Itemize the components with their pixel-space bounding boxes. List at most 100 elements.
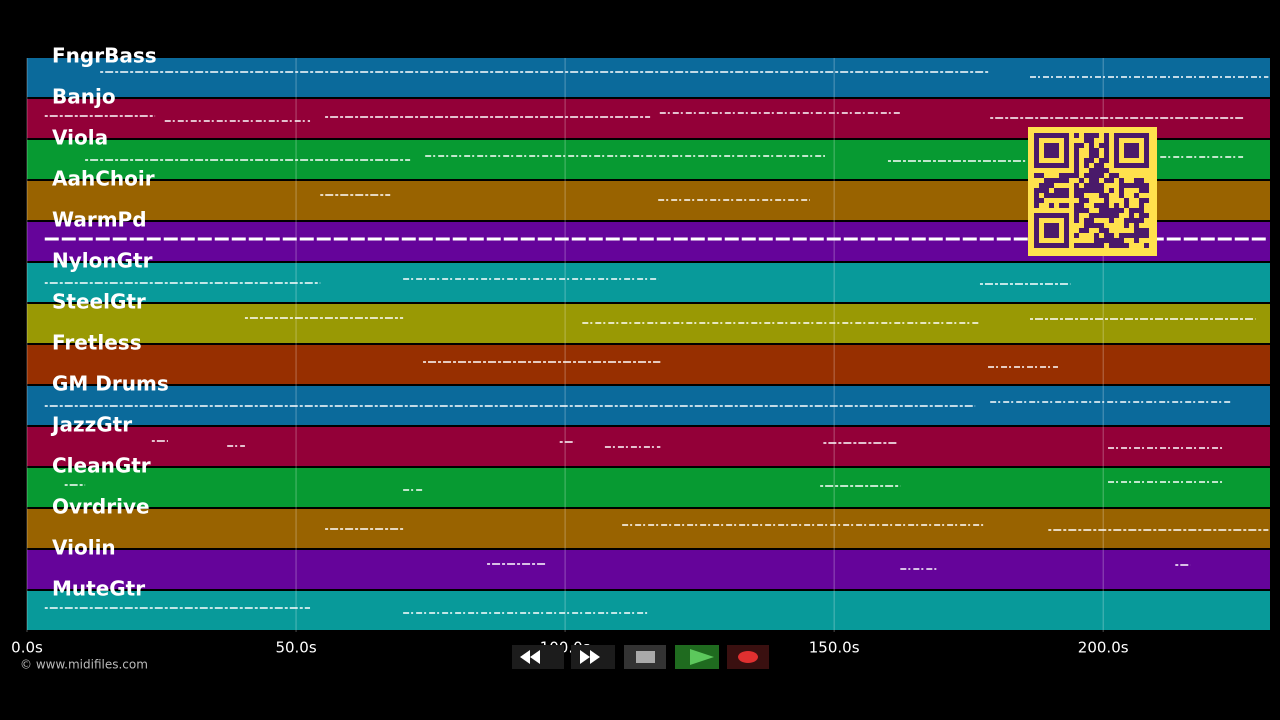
qr-module xyxy=(1079,243,1084,248)
qr-module xyxy=(1119,238,1124,243)
track-name: MuteGtr xyxy=(52,577,145,601)
qr-module xyxy=(1139,203,1144,208)
tick-label: 200.0s xyxy=(1078,639,1129,657)
qr-module xyxy=(1079,203,1084,208)
qr-module xyxy=(1084,138,1089,143)
qr-module xyxy=(1039,188,1044,193)
qr-module xyxy=(1089,143,1094,148)
qr-module xyxy=(1129,218,1134,223)
qr-module xyxy=(1104,193,1109,198)
qr-module xyxy=(1049,193,1054,198)
track-name: JazzGtr xyxy=(50,413,132,437)
qr-module xyxy=(1104,148,1109,153)
qr-module xyxy=(1129,213,1134,218)
qr-module xyxy=(1139,233,1144,238)
qr-module xyxy=(1124,183,1129,188)
qr-module xyxy=(1099,203,1104,208)
qr-module xyxy=(1099,143,1104,148)
qr-module xyxy=(1099,163,1104,168)
qr-module xyxy=(1089,173,1094,178)
track-name: FngrBass xyxy=(52,44,157,68)
qr-module xyxy=(1134,193,1139,198)
qr-module xyxy=(1049,183,1054,188)
qr-module xyxy=(1084,158,1089,163)
qr-module xyxy=(1114,238,1119,243)
qr-code xyxy=(1028,127,1157,256)
qr-module xyxy=(1054,178,1059,183)
qr-module xyxy=(1059,193,1064,198)
track-row xyxy=(27,386,1270,425)
qr-module xyxy=(1134,228,1139,233)
qr-module xyxy=(1109,218,1114,223)
qr-module xyxy=(1119,193,1124,198)
qr-module xyxy=(1109,208,1114,213)
qr-module xyxy=(1084,218,1089,223)
qr-module xyxy=(1119,188,1124,193)
qr-module xyxy=(1054,188,1059,193)
qr-module xyxy=(1129,183,1134,188)
qr-module xyxy=(1079,208,1084,213)
qr-module xyxy=(1074,188,1079,193)
tick-label: 50.0s xyxy=(275,639,316,657)
qr-module xyxy=(1134,208,1139,213)
qr-module xyxy=(1034,173,1039,178)
qr-module xyxy=(1084,198,1089,203)
qr-module xyxy=(1104,153,1109,158)
qr-module xyxy=(1139,183,1144,188)
qr-module xyxy=(1099,228,1104,233)
qr-module xyxy=(1109,178,1114,183)
qr-module xyxy=(1074,133,1079,138)
qr-module xyxy=(1134,183,1139,188)
track-name: Banjo xyxy=(52,85,116,109)
qr-module xyxy=(1074,148,1079,153)
qr-module xyxy=(1074,158,1079,163)
track-row xyxy=(27,591,1270,630)
qr-module xyxy=(1089,133,1094,138)
track-name: GM Drums xyxy=(52,372,169,396)
qr-module xyxy=(1124,223,1129,228)
qr-module xyxy=(1109,243,1114,248)
qr-module xyxy=(1089,213,1094,218)
qr-module xyxy=(1034,188,1039,193)
qr-module xyxy=(1144,213,1149,218)
qr-module xyxy=(1069,173,1074,178)
qr-module xyxy=(1079,193,1084,198)
qr-module xyxy=(1074,208,1079,213)
qr-module xyxy=(1034,198,1039,203)
qr-module xyxy=(1104,133,1109,138)
track-name: AahChoir xyxy=(52,167,155,191)
qr-module xyxy=(1089,153,1094,158)
track-row xyxy=(27,58,1270,97)
track-labels: FngrBass Banjo Viola AahChoir WarmPd NylonGtr… xyxy=(50,44,169,601)
qr-module xyxy=(1074,243,1079,248)
qr-module xyxy=(1099,183,1104,188)
qr-module xyxy=(1119,208,1124,213)
notes xyxy=(44,71,1269,614)
qr-module xyxy=(1099,168,1104,173)
qr-module xyxy=(1104,138,1109,143)
qr-module xyxy=(1074,183,1079,188)
track-name: Viola xyxy=(52,126,108,150)
qr-module xyxy=(1099,193,1104,198)
qr-module xyxy=(1039,183,1044,188)
qr-finder xyxy=(1044,223,1059,238)
qr-module xyxy=(1139,198,1144,203)
qr-module xyxy=(1144,188,1149,193)
qr-module xyxy=(1049,178,1054,183)
qr-module xyxy=(1114,203,1119,208)
qr-module xyxy=(1119,178,1124,183)
qr-module xyxy=(1134,223,1139,228)
qr-module xyxy=(1094,243,1099,248)
qr-module xyxy=(1099,188,1104,193)
qr-module xyxy=(1064,173,1069,178)
qr-module xyxy=(1084,173,1089,178)
qr-module xyxy=(1064,178,1069,183)
qr-module xyxy=(1124,218,1129,223)
qr-module xyxy=(1044,193,1049,198)
qr-module xyxy=(1094,213,1099,218)
qr-module xyxy=(1094,163,1099,168)
qr-module xyxy=(1134,233,1139,238)
qr-module xyxy=(1094,148,1099,153)
qr-module xyxy=(1129,233,1134,238)
qr-module xyxy=(1059,203,1064,208)
